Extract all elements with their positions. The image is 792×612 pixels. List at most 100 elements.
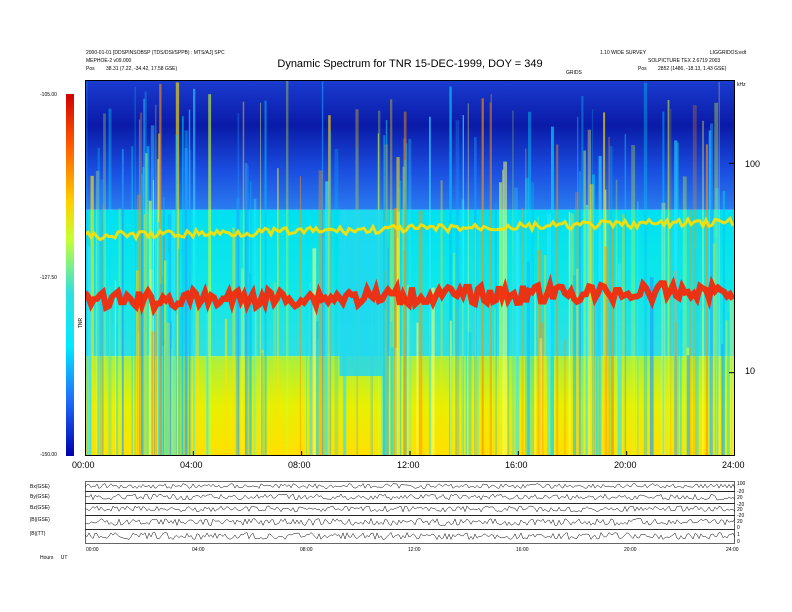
spectrogram-stripe — [465, 329, 467, 456]
spectrogram-stripe — [611, 225, 614, 456]
chart-title: Dynamic Spectrum for TNR 15-DEC-1999, DO… — [277, 58, 543, 70]
spectrogram-stripe — [637, 201, 639, 456]
spectrogram-stripe — [489, 102, 492, 457]
spectrogram-stripe — [568, 212, 571, 456]
spectrogram-stripe — [146, 146, 150, 456]
spectrogram-stripe — [175, 82, 180, 457]
spectrogram-stripe — [118, 208, 121, 456]
spectrogram-stripe — [370, 343, 373, 456]
bottom-label-0: Bx(GSE) — [30, 484, 50, 490]
spectrogram-stripe — [675, 322, 677, 456]
y-tick-10: 10 — [745, 366, 756, 376]
spectrogram-stripe — [503, 161, 507, 456]
spectrogram-stripe — [237, 113, 240, 457]
spectrogram-stripe — [85, 80, 88, 456]
header-right-line1: 1.10 WIDE SURVEY — [600, 50, 647, 56]
spectrogram-stripe — [418, 210, 423, 456]
spectrogram-stripe — [232, 227, 235, 456]
spectrogram-stripe — [136, 194, 141, 456]
spectrogram-stripe — [556, 144, 559, 456]
spectrogram-stripe — [511, 255, 515, 456]
spectrogram-stripe — [390, 321, 393, 456]
colorbar-tick-bottom: -150.00 — [40, 452, 57, 458]
header-left-line2: MEPHOE-2 v09.000 — [86, 58, 132, 64]
spectrogram-stripe — [97, 147, 100, 456]
spectrogram-stripe — [162, 346, 165, 456]
spectrogram-stripe — [512, 110, 514, 456]
header-right-line3: Pos 2852 (1486, -18.13, 1.43 GSE) — [638, 66, 726, 72]
spectrogram-stripe — [138, 332, 140, 456]
bottom-right-7: 0 — [737, 525, 740, 531]
spectrogram-stripe — [102, 204, 104, 456]
spectrogram-stripe — [572, 275, 577, 456]
bottom-right-3: -20 — [737, 502, 745, 508]
spectrogram-stripe — [449, 320, 452, 456]
spectrogram-stripe — [717, 219, 719, 456]
bottom-right-8: 1 — [737, 532, 740, 538]
spectrogram-stripe — [162, 196, 165, 456]
spectrogram-stripe — [310, 300, 315, 456]
spectrogram-stripe — [594, 304, 596, 456]
bottom-right-6: 20 — [737, 519, 743, 525]
spectrogram-stripe — [334, 148, 339, 456]
bottom-x-tick-6: 24:00 — [726, 547, 739, 553]
bottom-label-1: By(GSE) — [30, 494, 50, 500]
spectrogram-stripe — [115, 324, 119, 456]
spectrogram-stripe — [138, 119, 141, 456]
spectrogram-stripe — [721, 344, 724, 456]
spectrogram-stripe — [429, 116, 431, 456]
spectrogram-stripe — [631, 145, 636, 456]
spectrogram-stripe — [109, 286, 111, 456]
spectrogram-stripe — [136, 270, 140, 456]
spectrogram-stripe — [531, 182, 535, 456]
spectrogram-stripe — [596, 219, 599, 456]
spectrogram-stripe — [261, 349, 264, 456]
spectrogram-stripe — [260, 102, 261, 457]
spectrogram-stripe — [171, 210, 176, 456]
spectrogram-stripe — [159, 83, 162, 457]
bottom-right-0: 100 — [737, 481, 746, 487]
spectrogram-stripe — [547, 213, 551, 456]
bottom-panel-trace — [84, 517, 736, 527]
spectrogram-stripe — [403, 250, 405, 456]
spectrogram-stripe — [103, 113, 106, 456]
header-right-pos-label: Pos — [638, 66, 647, 72]
spectrogram-stripe — [649, 277, 654, 456]
bottom-right-1: -20 — [737, 489, 745, 495]
spectrogram-stripe — [273, 281, 277, 456]
bottom-x-tick-5: 20:00 — [624, 547, 637, 553]
spectrogram-stripe — [108, 108, 112, 456]
spectrogram-stripe — [175, 134, 178, 456]
spectrogram-stripe — [396, 157, 400, 456]
bottom-right-2: 20 — [737, 495, 743, 501]
spectrogram-stripe — [494, 307, 496, 456]
spectrogram-stripe — [208, 94, 212, 456]
spectrogram-stripe — [449, 86, 452, 456]
spectrogram-stripe — [682, 176, 687, 456]
spectrogram-stripe — [247, 165, 249, 456]
header-left-line1: 2000-01-01 [DDSPINSOBSP (TDS/DSI/SPPB) :… — [86, 50, 225, 56]
x-tick-5: 20:00 — [614, 460, 637, 470]
spectrogram-stripe — [143, 214, 146, 456]
spectrogram-stripe — [576, 268, 579, 456]
spectrogram-stripe — [170, 347, 173, 456]
spectrogram-stripe — [476, 306, 480, 456]
colorbar-tick-mid: -127.50 — [40, 275, 57, 281]
spectrogram-stripe — [242, 101, 245, 456]
spectrogram-stripe — [537, 250, 541, 456]
spectrogram-stripe — [539, 338, 543, 456]
spectrogram-stripe — [157, 222, 160, 456]
spectrogram-stripe — [236, 197, 240, 457]
spectrogram-stripe — [692, 105, 697, 456]
spectrogram-stripe — [250, 180, 252, 456]
spectrogram-stripe — [579, 171, 581, 457]
spectrogram-stripe — [224, 318, 228, 456]
bottom-right-5: -20 — [737, 513, 745, 519]
spectrogram-stripe — [321, 81, 324, 456]
spectrogram-stripe — [166, 322, 170, 456]
spectrogram-stripe — [100, 179, 104, 456]
spectrogram-stripe — [323, 229, 327, 456]
spectrogram-stripe — [591, 109, 594, 456]
spectrogram-stripe — [255, 311, 257, 456]
colorbar-tick-top: -105.00 — [40, 92, 57, 98]
